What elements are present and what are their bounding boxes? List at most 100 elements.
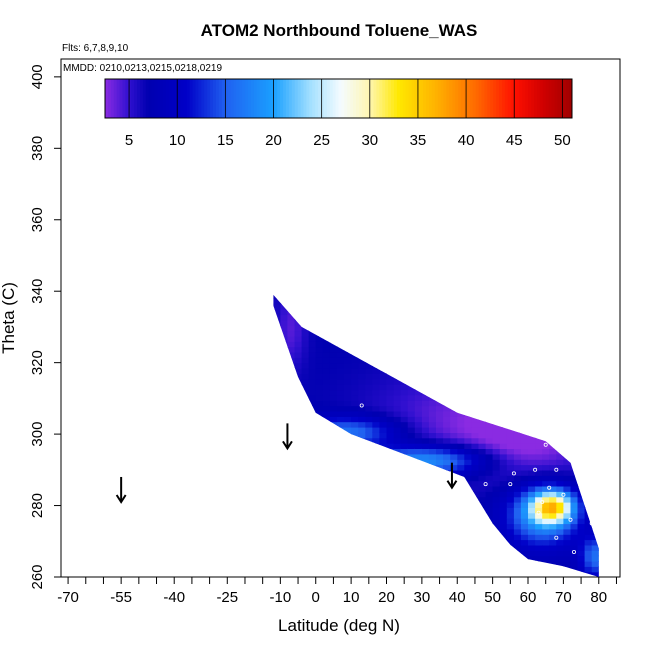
field-cell: [280, 469, 289, 476]
field-cell: [436, 330, 444, 337]
field-cell: [506, 539, 515, 546]
field-cell: [428, 464, 437, 471]
field-cell: [273, 378, 281, 385]
field-cell: [436, 410, 444, 417]
field-cell: [443, 421, 451, 428]
colorbar-cell: [137, 79, 141, 118]
field-cell: [599, 545, 607, 551]
field-cell: [294, 491, 303, 498]
field-cell: [492, 560, 501, 567]
field-cell: [520, 437, 529, 444]
plot-frame: [60, 58, 621, 578]
sample-marker: [554, 535, 559, 540]
field-cell: [344, 341, 352, 348]
field-cell: [273, 394, 281, 401]
field-cell: [358, 357, 366, 364]
field-cell: [450, 394, 458, 401]
field-cell: [315, 539, 324, 546]
field-cell: [344, 432, 352, 439]
field-cell: [542, 475, 550, 482]
field-cell: [464, 480, 472, 487]
field-cell: [428, 453, 437, 460]
field-cell: [563, 518, 572, 525]
field-cell: [478, 560, 487, 567]
field-cell: [393, 314, 402, 321]
field-cell: [393, 368, 402, 374]
field-cell: [344, 378, 352, 385]
colorbar-cell: [487, 79, 491, 118]
field-cell: [421, 416, 430, 423]
field-cell: [358, 448, 366, 455]
field-cell: [479, 288, 487, 294]
field-cell: [407, 566, 416, 573]
field-cell: [386, 378, 395, 385]
field-cell: [450, 368, 458, 374]
field-cell: [535, 555, 543, 562]
field-cell: [506, 378, 515, 385]
field-cell: [365, 502, 373, 508]
field-cell: [549, 303, 557, 310]
field-cell: [315, 394, 324, 401]
field-cell: [393, 400, 402, 407]
field-cell: [400, 362, 409, 369]
field-cell: [379, 384, 388, 391]
field-cell: [393, 294, 402, 299]
field-cell: [499, 480, 508, 487]
field-cell: [520, 351, 529, 358]
field-cell: [294, 475, 303, 482]
field-cell: [322, 523, 331, 530]
field-cell: [280, 566, 289, 573]
field-cell: [386, 357, 395, 364]
field-cell: [337, 303, 345, 310]
field-cell: [485, 298, 494, 305]
field-cell: [549, 330, 557, 337]
field-cell: [421, 480, 430, 487]
field-cell: [549, 314, 557, 321]
field-cell: [457, 512, 465, 519]
field-cell: [584, 432, 593, 439]
field-cell: [436, 357, 444, 364]
field-cell: [492, 341, 501, 348]
field-cell: [407, 400, 416, 407]
field-cell: [421, 475, 430, 482]
field-cell: [478, 400, 487, 407]
sample-marker: [455, 485, 460, 490]
field-cell: [584, 502, 593, 508]
field-cell: [471, 566, 480, 573]
field-cell: [528, 410, 536, 417]
x-tick-label: 40: [449, 589, 466, 606]
field-cell: [499, 351, 508, 358]
field-cell: [372, 346, 380, 353]
colorbar-cell: [285, 79, 290, 118]
field-cell: [443, 335, 451, 342]
field-cell: [400, 502, 409, 508]
field-cell: [528, 362, 536, 369]
field-cell: [556, 485, 564, 492]
field-cell: [471, 427, 480, 433]
field-cell: [421, 294, 430, 299]
field-cell: [337, 309, 345, 316]
field-cell: [337, 528, 345, 535]
colorbar-cell: [551, 79, 555, 118]
field-cell: [280, 378, 289, 385]
field-cell: [407, 303, 416, 310]
field-cell: [372, 314, 380, 321]
colorbar-cell: [364, 79, 369, 118]
field-cell: [379, 523, 388, 530]
field-cell: [485, 448, 494, 455]
field-cell: [599, 304, 607, 310]
field-cell: [372, 507, 380, 514]
field-cell: [421, 491, 430, 498]
field-cell: [577, 351, 586, 358]
field-cell: [400, 346, 409, 353]
field-cell: [329, 400, 338, 407]
field-cell: [492, 400, 501, 407]
field-cell: [287, 550, 296, 557]
field-cell: [520, 400, 529, 407]
field-cell: [393, 427, 402, 433]
field-cell: [386, 443, 395, 449]
field-cell: [599, 523, 607, 529]
field-cell: [535, 550, 543, 557]
field-cell: [492, 518, 501, 525]
field-cell: [436, 378, 444, 385]
